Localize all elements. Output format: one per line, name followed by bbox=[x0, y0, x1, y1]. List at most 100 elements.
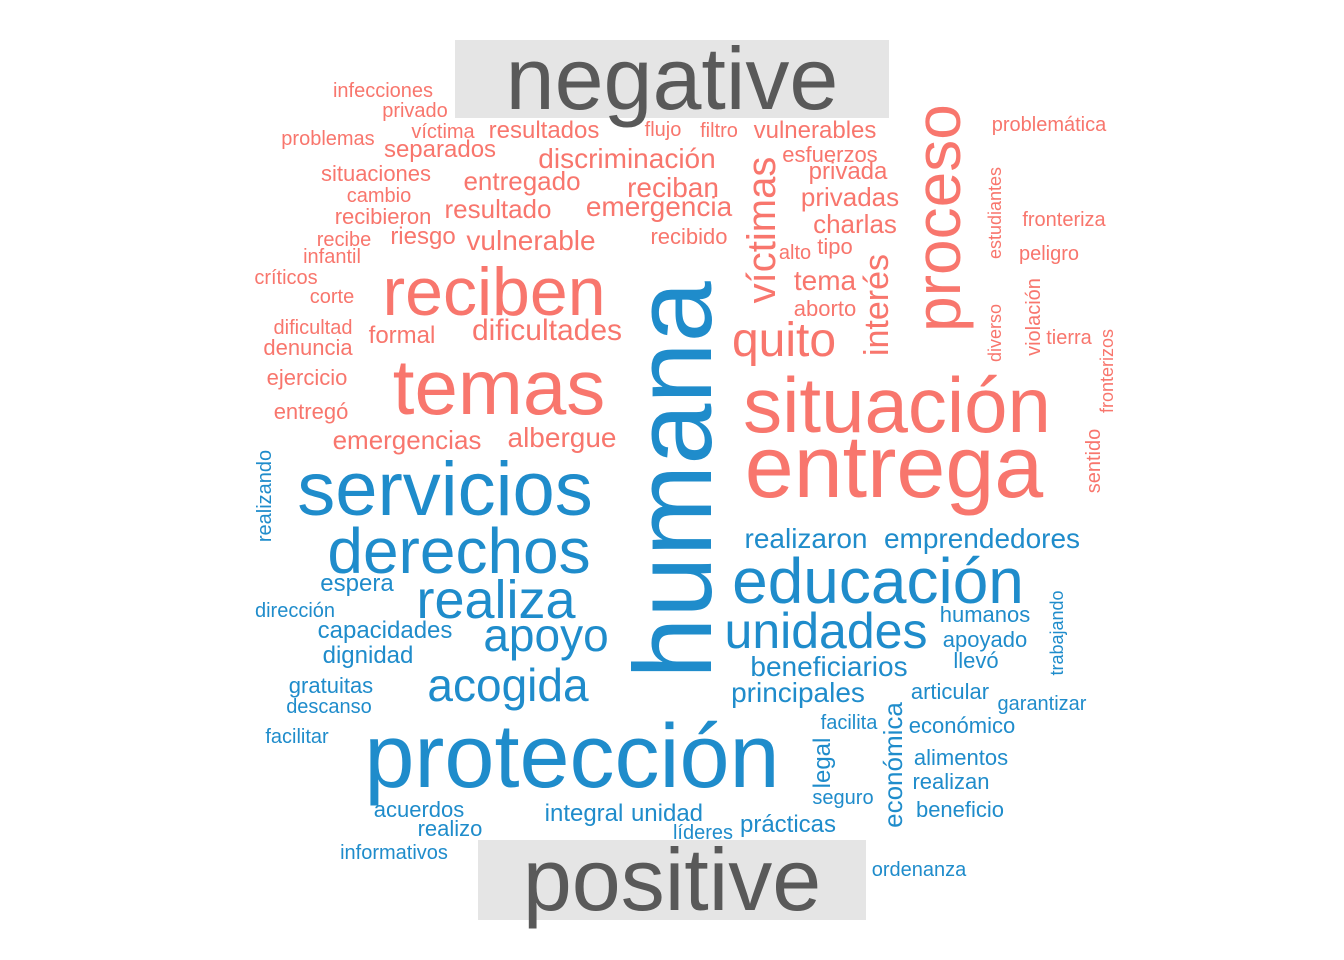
word-positive: realiza bbox=[416, 570, 576, 630]
word-negative: infantil bbox=[303, 246, 361, 268]
word-negative: discriminación bbox=[538, 143, 716, 174]
word-negative: tema bbox=[793, 265, 857, 296]
word-positive: unidades bbox=[724, 603, 928, 659]
word-negative: denuncia bbox=[263, 335, 353, 360]
word-negative: resultado bbox=[444, 194, 552, 224]
word-negative: críticos bbox=[254, 267, 318, 289]
word-positive: realizan bbox=[912, 769, 990, 794]
word-positive: unidad bbox=[630, 800, 704, 827]
word-positive: principales bbox=[731, 677, 865, 708]
word-negative: infecciones bbox=[332, 80, 434, 102]
word-negative: albergue bbox=[507, 422, 617, 453]
word-negative: dificultades bbox=[471, 314, 623, 347]
word-positive: llevó bbox=[953, 648, 999, 673]
word-positive: servicios bbox=[297, 447, 593, 532]
word-positive: trabajando bbox=[1047, 590, 1067, 676]
word-negative: entrega bbox=[744, 417, 1044, 516]
word-positive: realizo bbox=[417, 816, 483, 841]
word-negative: tipo bbox=[817, 234, 853, 259]
word-negative: entregado bbox=[463, 166, 581, 196]
word-positive: espera bbox=[320, 570, 394, 597]
word-negative: cambio bbox=[346, 185, 412, 207]
word-negative: separados bbox=[383, 136, 497, 163]
word-negative: situaciones bbox=[320, 161, 432, 186]
word-negative: peligro bbox=[1018, 243, 1080, 265]
word-positive: dirección bbox=[254, 600, 336, 622]
word-negative: tierra bbox=[1046, 327, 1092, 349]
word-negative: esfuerzos bbox=[782, 142, 878, 167]
word-positive: protección bbox=[364, 707, 780, 807]
word-positive: realizaron bbox=[744, 523, 868, 554]
word-positive: prácticas bbox=[739, 811, 837, 838]
word-positive: descanso bbox=[286, 696, 372, 718]
word-negative: quito bbox=[731, 314, 837, 367]
word-negative: situación bbox=[743, 361, 1051, 449]
word-negative: privadas bbox=[800, 182, 900, 212]
word-positive: legal bbox=[809, 737, 836, 789]
word-positive: líderes bbox=[672, 822, 734, 844]
word-negative: recibido bbox=[650, 224, 728, 249]
word-positive: económico bbox=[908, 713, 1016, 738]
word-positive: acogida bbox=[427, 659, 589, 711]
word-negative: recibieron bbox=[334, 204, 432, 229]
word-positive: facilita bbox=[820, 712, 878, 734]
word-positive: integral bbox=[544, 800, 624, 827]
negative-group-label: negative bbox=[455, 35, 889, 123]
word-positive: humana bbox=[612, 281, 735, 679]
word-positive: realizando bbox=[254, 449, 276, 543]
word-negative: sentido bbox=[1083, 428, 1105, 494]
word-positive: económica bbox=[878, 702, 908, 828]
word-negative: problemática bbox=[991, 114, 1107, 136]
word-negative: vulnerable bbox=[466, 225, 596, 256]
word-negative: ejercicio bbox=[266, 365, 348, 390]
word-negative: reciben bbox=[382, 254, 606, 330]
word-negative: dificultad bbox=[273, 317, 353, 339]
word-negative: emergencias bbox=[332, 425, 482, 455]
word-negative: filtro bbox=[700, 120, 738, 142]
word-negative: fronterizos bbox=[1097, 328, 1117, 414]
word-positive: beneficiarios bbox=[750, 651, 908, 682]
word-negative: proceso bbox=[902, 104, 974, 332]
word-negative: formal bbox=[368, 322, 436, 349]
word-positive: dignidad bbox=[322, 642, 414, 669]
word-negative: flujo bbox=[644, 119, 682, 141]
word-negative: privada bbox=[808, 158, 888, 185]
word-positive: educación bbox=[732, 545, 1024, 617]
word-negative: riesgo bbox=[390, 223, 456, 250]
word-negative: entregó bbox=[273, 399, 349, 424]
word-negative: estudiantes bbox=[985, 166, 1005, 260]
word-negative: interés bbox=[858, 253, 896, 357]
word-positive: articular bbox=[910, 679, 990, 704]
word-negative: diverso bbox=[985, 303, 1005, 363]
word-negative: reciban bbox=[627, 172, 719, 203]
word-negative: víctimas bbox=[740, 156, 784, 304]
word-positive: beneficio bbox=[915, 797, 1005, 822]
word-positive: emprendedores bbox=[883, 523, 1081, 554]
word-positive: acuerdos bbox=[373, 797, 465, 822]
word-positive: alimentos bbox=[913, 745, 1009, 770]
word-negative: privado bbox=[382, 100, 448, 122]
word-positive: capacidades bbox=[317, 617, 453, 644]
word-negative: fronteriza bbox=[1022, 209, 1106, 231]
word-negative: recibe bbox=[316, 229, 372, 251]
word-negative: aborto bbox=[793, 296, 857, 321]
word-positive: ordenanza bbox=[871, 859, 967, 881]
word-negative: charlas bbox=[813, 209, 897, 239]
word-positive: informativos bbox=[340, 842, 448, 864]
word-negative: violación bbox=[1023, 278, 1045, 356]
word-positive: seguro bbox=[812, 787, 874, 809]
word-positive: gratuitas bbox=[288, 673, 374, 698]
word-negative: emergencia bbox=[585, 191, 733, 222]
word-negative: temas bbox=[392, 343, 606, 431]
positive-group-label: positive bbox=[478, 836, 866, 924]
word-positive: humanos bbox=[939, 602, 1031, 627]
word-positive: derechos bbox=[327, 515, 591, 587]
word-negative: alto bbox=[778, 242, 812, 264]
word-positive: apoyado bbox=[942, 627, 1028, 652]
word-positive: garantizar bbox=[997, 693, 1087, 715]
word-positive: apoyo bbox=[483, 609, 609, 661]
word-negative: víctima bbox=[411, 121, 475, 143]
word-negative: problemas bbox=[281, 128, 375, 150]
word-negative: vulnerables bbox=[753, 117, 877, 144]
